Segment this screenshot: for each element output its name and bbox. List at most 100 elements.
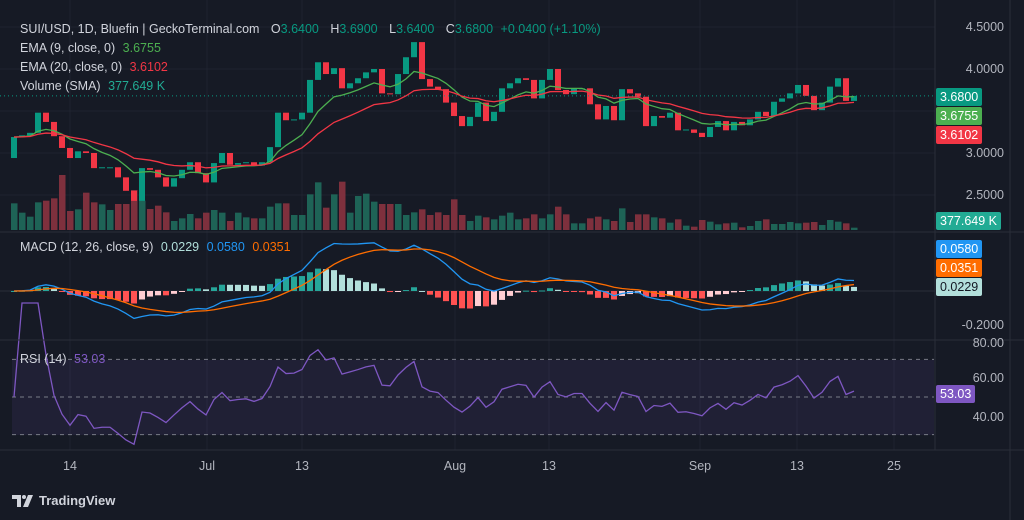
volume-bar (691, 226, 698, 230)
candle (627, 89, 633, 94)
volume-bar (267, 206, 274, 230)
candle (435, 86, 441, 90)
volume-bar (11, 203, 18, 230)
candle (651, 116, 657, 127)
volume-bar (699, 220, 706, 230)
volume-legend[interactable]: Volume (SMA) 377.649 K (20, 79, 169, 93)
volume-bar (787, 222, 794, 230)
volume-bar (35, 202, 42, 230)
volume-bar (219, 212, 226, 230)
volume-bar (139, 200, 146, 230)
volume-bar (499, 215, 506, 230)
rsi-bands (12, 358, 934, 436)
macd-histogram-bar (603, 291, 609, 298)
macd-histogram-bar (203, 289, 209, 291)
volume-bar (331, 194, 338, 230)
macd-histogram-bar (771, 285, 777, 291)
volume-bar (803, 222, 810, 230)
candle (811, 95, 817, 111)
macd-histogram-bar (299, 276, 305, 291)
volume-bar (123, 204, 130, 230)
macd-histogram-bar (59, 291, 65, 292)
volume-bar (659, 218, 666, 230)
volume-bar (315, 182, 322, 230)
macd-legend[interactable]: MACD (12, 26, close, 9) 0.0229 0.0580 0.… (20, 240, 295, 254)
volume-bar (475, 215, 482, 230)
volume-bar (403, 215, 410, 230)
macd-histogram-bar (459, 291, 465, 309)
candle (411, 42, 417, 58)
volume-bar (459, 215, 466, 230)
volume-bar (723, 223, 730, 230)
volume-bar (771, 224, 778, 230)
macd-histogram-bar (443, 291, 449, 302)
macd-histogram-bar (763, 287, 769, 291)
candle (843, 78, 849, 101)
rsi-tick: 80.00 (972, 336, 1004, 350)
ema9-legend[interactable]: EMA (9, close, 0) 3.6755 (20, 41, 165, 55)
volume-bar (411, 212, 418, 230)
tradingview-logo[interactable]: TradingView (12, 493, 115, 508)
macd-histogram-bar (267, 284, 273, 291)
candle (403, 57, 409, 75)
brand-name: TradingView (39, 493, 116, 508)
candle (67, 147, 73, 159)
volume-bar (539, 218, 546, 230)
candle (195, 162, 201, 174)
signal-line (13, 248, 855, 314)
candle (371, 69, 377, 73)
macd-label: MACD (12, 26, close, 9) (20, 240, 154, 254)
macd-histogram-bar (259, 285, 265, 291)
candle (475, 102, 481, 117)
macd-histogram-bar (843, 285, 849, 291)
volume-bar (811, 222, 818, 230)
volume-bar (547, 214, 554, 230)
macd-histogram-bar (595, 291, 601, 298)
rsi-legend[interactable]: RSI (14) 53.03 (20, 352, 109, 366)
macd-histogram-bar (75, 291, 81, 296)
candle (267, 147, 273, 163)
macd-histogram-bar (483, 291, 489, 307)
volume-bar (203, 212, 210, 230)
low-value: 3.6400 (396, 22, 435, 36)
macd-hist-value: 0.0229 (160, 240, 200, 254)
macd-histogram-bar (707, 291, 713, 297)
candle (667, 112, 673, 118)
volume-bar (395, 204, 402, 230)
macd-histogram-bar (99, 291, 105, 300)
price-tick: 4.5000 (965, 20, 1004, 34)
symbol-legend: SUI/USD, 1D, Bluefin | GeckoTerminal.com… (20, 22, 605, 36)
symbol-title: SUI/USD, 1D, Bluefin | GeckoTerminal.com (20, 22, 260, 36)
volume-bar (387, 204, 394, 230)
macd-histogram-bar (851, 286, 857, 291)
volume-bar (91, 202, 98, 230)
macd-histogram-bar (579, 291, 585, 293)
volume-bar (843, 223, 850, 230)
macd-histogram-bar (387, 291, 393, 293)
volume-bar (155, 205, 162, 230)
candle (163, 177, 169, 187)
volume-bar (427, 215, 434, 230)
candle (323, 62, 329, 75)
high-label: H (330, 22, 340, 36)
macd-histogram-bar (811, 284, 817, 291)
macd-histogram-bar (371, 283, 377, 291)
volume-bar (67, 211, 74, 230)
rsi-line (13, 302, 855, 446)
macd-histogram-bar (675, 291, 681, 298)
ema9-line (13, 70, 855, 177)
candle (331, 68, 337, 75)
candle (235, 163, 241, 165)
ema20-legend[interactable]: EMA (20, close, 0) 3.6102 (20, 60, 172, 74)
candle (595, 104, 601, 120)
candle (83, 151, 89, 153)
candle (147, 168, 153, 170)
candle (763, 111, 769, 117)
macd-histogram-bar (11, 291, 17, 292)
volume-bar (259, 218, 266, 230)
macd-histogram-bar (35, 287, 41, 291)
volume-bar (739, 227, 746, 230)
macd-histogram-bar (451, 291, 457, 305)
volume-bar (115, 204, 122, 230)
